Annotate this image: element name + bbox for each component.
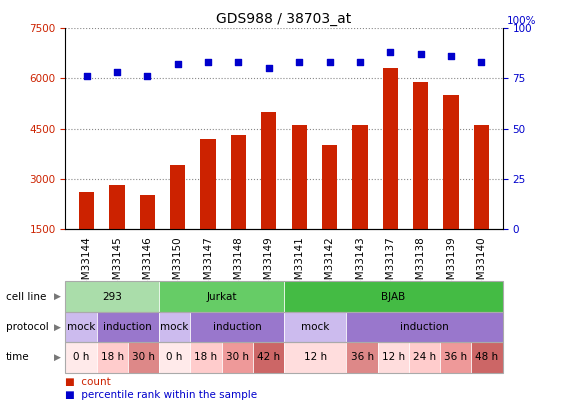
Bar	[231, 135, 246, 279]
Bar	[201, 139, 216, 279]
Bar	[140, 196, 155, 279]
Point	[234, 59, 243, 66]
Bar	[474, 125, 489, 279]
Text: 18 h: 18 h	[101, 352, 124, 362]
Point	[203, 59, 212, 66]
Text: time: time	[6, 352, 30, 362]
Bar	[413, 82, 428, 279]
Text: mock: mock	[301, 322, 329, 332]
Point	[143, 73, 152, 80]
Text: BJAB: BJAB	[381, 292, 406, 302]
Point	[264, 65, 273, 72]
Text: 36 h: 36 h	[350, 352, 374, 362]
Text: induction: induction	[400, 322, 449, 332]
Text: 100%: 100%	[507, 15, 536, 26]
Point	[173, 61, 182, 68]
Point	[82, 73, 91, 80]
Text: Jurkat: Jurkat	[206, 292, 237, 302]
Text: 36 h: 36 h	[444, 352, 467, 362]
Text: 0 h: 0 h	[166, 352, 183, 362]
Bar	[261, 112, 277, 279]
Text: 30 h: 30 h	[132, 352, 155, 362]
Text: protocol: protocol	[6, 322, 48, 332]
Text: ▶: ▶	[54, 322, 61, 332]
Text: 12 h: 12 h	[304, 352, 327, 362]
Bar	[291, 125, 307, 279]
Point	[356, 59, 365, 66]
Text: 24 h: 24 h	[413, 352, 436, 362]
Text: mock: mock	[67, 322, 95, 332]
Text: induction: induction	[103, 322, 152, 332]
Text: ▶: ▶	[54, 353, 61, 362]
Bar	[170, 165, 185, 279]
Text: 18 h: 18 h	[194, 352, 218, 362]
Text: 12 h: 12 h	[382, 352, 405, 362]
Bar	[322, 145, 337, 279]
Point	[325, 59, 334, 66]
Point	[386, 49, 395, 55]
Text: cell line: cell line	[6, 292, 46, 302]
Point	[416, 51, 425, 58]
Text: 42 h: 42 h	[257, 352, 280, 362]
Bar	[352, 125, 367, 279]
Text: 48 h: 48 h	[475, 352, 499, 362]
Text: GDS988 / 38703_at: GDS988 / 38703_at	[216, 12, 352, 26]
Bar	[444, 95, 458, 279]
Text: mock: mock	[161, 322, 189, 332]
Text: ▶: ▶	[54, 292, 61, 301]
Text: 293: 293	[102, 292, 122, 302]
Bar	[79, 192, 94, 279]
Text: induction: induction	[213, 322, 261, 332]
Bar	[383, 68, 398, 279]
Text: 0 h: 0 h	[73, 352, 89, 362]
Point	[446, 53, 456, 60]
Text: ■  percentile rank within the sample: ■ percentile rank within the sample	[65, 390, 257, 400]
Text: ■  count: ■ count	[65, 377, 111, 387]
Point	[112, 69, 122, 76]
Text: 30 h: 30 h	[225, 352, 249, 362]
Point	[295, 59, 304, 66]
Point	[477, 59, 486, 66]
Bar	[110, 185, 124, 279]
